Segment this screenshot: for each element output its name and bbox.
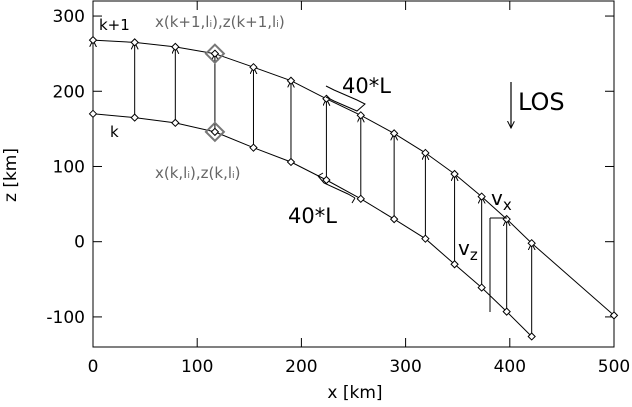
lower-point-label: x(k,lᵢ),z(k,lᵢ) — [155, 164, 241, 182]
upper-point-marker — [286, 76, 296, 85]
y-axis-label: z [km] — [1, 148, 21, 202]
axis-ticks: 0 100 200 300 400 500 -100 0 100 200 300 — [46, 1, 630, 377]
upper-point-marker — [609, 311, 619, 320]
y-tick-label: 100 — [53, 157, 85, 177]
lower-point-marker — [210, 127, 220, 137]
lower-point-marker — [421, 234, 430, 243]
upper-point-marker — [249, 62, 258, 72]
lower-point-marker — [88, 109, 98, 119]
x-tick-label: 400 — [494, 357, 526, 377]
lower-point-marker — [527, 332, 536, 341]
upper-point-marker — [210, 49, 220, 58]
upper-point-marker — [322, 94, 331, 103]
point-markers — [88, 35, 619, 341]
upper-segment-bracket — [325, 85, 366, 112]
lower-point-marker — [249, 143, 258, 152]
y-tick-label: 200 — [53, 82, 85, 102]
x-tick-label: 100 — [181, 357, 213, 377]
lower-point-marker — [477, 283, 486, 292]
upper-point-marker — [130, 38, 139, 47]
y-tick-label: 300 — [53, 7, 85, 27]
upper-point-marker — [171, 42, 180, 52]
velocity-vectors — [93, 40, 532, 337]
lower-curve-label: k — [110, 123, 119, 141]
y-tick-label: 0 — [74, 233, 85, 253]
lower-point-marker — [130, 113, 139, 122]
lower-segment-label: 40*L — [288, 204, 337, 228]
highlighted-point-marker — [204, 43, 226, 65]
lower-point-marker — [356, 194, 366, 204]
upper-point-marker — [527, 238, 536, 248]
upper-point-marker — [88, 35, 98, 45]
x-axis-label: x [km] — [327, 383, 382, 403]
lower-segment-bracket — [317, 172, 356, 204]
velocity-components — [489, 217, 507, 312]
x-tick-label: 300 — [389, 357, 421, 377]
lower-point-marker — [322, 175, 331, 185]
upper-point-marker — [477, 192, 486, 201]
upper-point-marker — [356, 111, 366, 120]
highlighted-markers — [204, 43, 226, 143]
lower-point-marker — [286, 157, 296, 167]
upper-point-marker — [389, 129, 399, 138]
x-tick-label: 500 — [598, 357, 630, 377]
upper-point-label: x(k+1,lᵢ),z(k+1,lᵢ) — [155, 13, 285, 31]
vx-label: vx — [491, 186, 512, 214]
lower-point-marker — [171, 118, 180, 128]
upper-segment-label: 40*L — [342, 74, 391, 98]
x-tick-label: 0 — [88, 357, 99, 377]
upper-point-marker — [421, 148, 430, 158]
highlighted-point-marker — [204, 121, 226, 143]
upper-curve-label: k+1 — [99, 16, 130, 34]
lower-curve — [93, 113, 533, 337]
vz-label: vz — [458, 236, 478, 264]
lower-point-marker — [502, 307, 511, 316]
upper-point-marker — [450, 169, 459, 179]
plot-frame — [92, 0, 615, 348]
lower-point-marker — [389, 214, 399, 224]
lower-point-marker — [450, 260, 459, 269]
los-label: LOS — [518, 88, 565, 116]
x-tick-label: 200 — [285, 357, 317, 377]
y-tick-label: -100 — [46, 308, 85, 328]
